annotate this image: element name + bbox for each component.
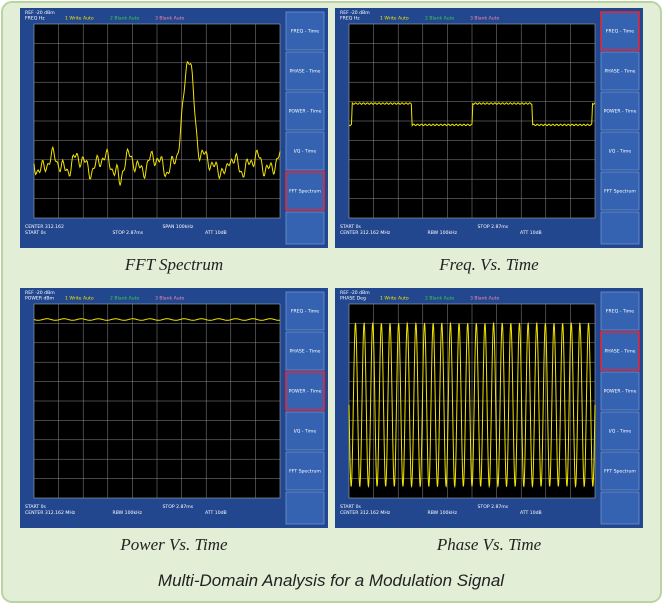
header-text: POWER dBm [25,296,55,302]
trace-label: 1 Write Auto [380,16,409,22]
header-text: FREQ Hz [340,16,360,22]
header-text: REF -20 dBm [340,290,370,296]
footer-text: START 0s [25,230,47,236]
trace-label: 3 Blank Auto [155,16,185,22]
menu-label: I/Q - Time [294,429,317,435]
trace-label: 2 Blank Auto [425,296,455,302]
panel-caption: Freq. Vs. Time [438,255,539,274]
footer-text: STOP 2.87ms [163,504,194,510]
footer-text: START 0s [25,504,47,510]
footer-text: SPAN 100kHz [163,224,194,230]
footer-text: RBW 100kHz [428,510,458,516]
menu-label: FFT Spectrum [604,189,636,195]
header-text: FREQ Hz [25,16,45,22]
footer-text: CENTER 312.162 MHz [340,230,391,236]
trace-label: 3 Blank Auto [470,16,500,22]
menu-label: POWER - Time [604,109,637,115]
menu-label: FREQ - Time [606,309,634,315]
menu-label: POWER - Time [289,389,322,395]
panel-caption: FFT Spectrum [124,255,223,274]
trace-label: 2 Blank Auto [425,16,455,22]
menu-label: I/Q - Time [609,149,632,155]
menu-button [601,492,639,524]
menu-label: I/Q - Time [294,149,317,155]
footer-text: STOP 2.87ms [478,224,509,230]
menu-label: FREQ - Time [291,309,319,315]
menu-label: POWER - Time [604,389,637,395]
menu-label: PHASE - Time [604,69,635,75]
footer-text: RBW 100kHz [428,230,458,236]
trace-label: 3 Blank Auto [470,296,500,302]
menu-label: PHASE - Time [289,349,320,355]
footer-text: ATT 10dB [520,510,542,516]
footer-text: START 0s [340,224,362,230]
menu-label: I/Q - Time [609,429,632,435]
menu-label: PHASE - Time [289,69,320,75]
footer-text: ATT 10dB [520,230,542,236]
footer-text: ATT 10dB [205,230,227,236]
footer-text: RBW 100kHz [113,510,143,516]
footer-text: STOP 2.87ms [113,230,144,236]
header-text: REF -20 dBm [25,10,55,16]
menu-label: FREQ - Time [606,29,634,35]
menu-button [286,212,324,244]
menu-label: POWER - Time [289,109,322,115]
footer-text: CENTER 312.162 [25,224,64,230]
header-text: REF -20 dBm [340,10,370,16]
footer-text: CENTER 312.162 MHz [25,510,76,516]
trace-label: 3 Blank Auto [155,296,185,302]
figure-title: Multi-Domain Analysis for a Modulation S… [158,571,505,590]
menu-label: FFT Spectrum [604,469,636,475]
menu-button [286,492,324,524]
header-text: REF -20 dBm [25,290,55,296]
menu-label: FREQ - Time [291,29,319,35]
header-text: PHASE Deg [340,296,366,302]
footer-text: START 0s [340,504,362,510]
menu-label: PHASE - Time [604,349,635,355]
footer-text: CENTER 312.162 MHz [340,510,391,516]
panel-caption: Phase Vs. Time [436,535,542,554]
trace-label: 1 Write Auto [65,16,94,22]
trace-label: 1 Write Auto [65,296,94,302]
trace-label: 2 Blank Auto [110,296,140,302]
figure: Multi-Domain Analysis for a Modulation S… [0,0,663,604]
footer-text: STOP 2.87ms [478,504,509,510]
menu-label: FFT Spectrum [289,469,321,475]
trace-label: 1 Write Auto [380,296,409,302]
menu-button [601,212,639,244]
panel-caption: Power Vs. Time [119,535,228,554]
trace-label: 2 Blank Auto [110,16,140,22]
footer-text: ATT 10dB [205,510,227,516]
menu-label: FFT Spectrum [289,189,321,195]
